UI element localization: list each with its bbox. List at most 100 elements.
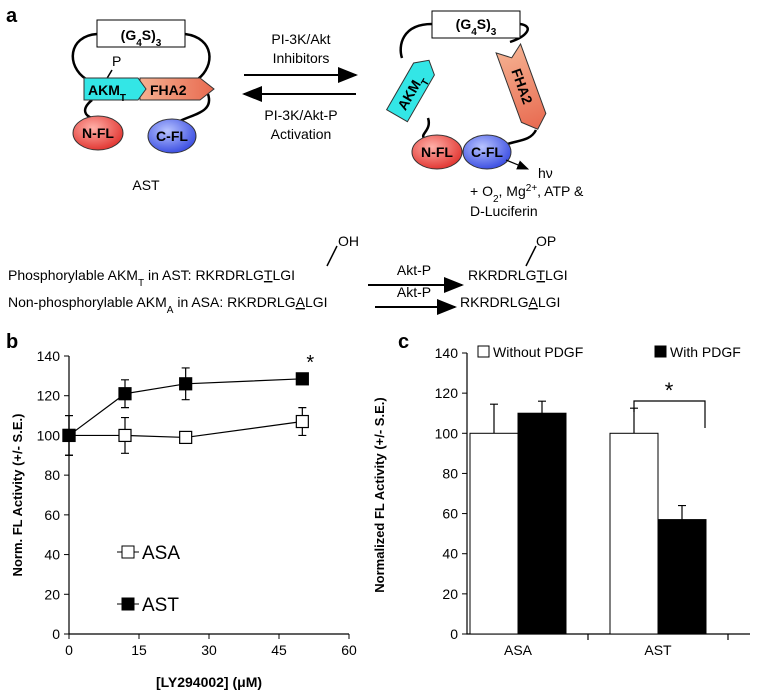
c-fl-label: C-FL — [156, 128, 188, 144]
x-tick-label: ASA — [504, 642, 533, 658]
x-tick-label: 30 — [201, 642, 217, 658]
y-tick-label: 120 — [435, 385, 459, 401]
y-tick-label: 140 — [37, 348, 61, 364]
x-tick-label: AST — [644, 642, 672, 658]
bar — [517, 412, 567, 635]
y-tick-label: 60 — [442, 506, 458, 522]
legend-label: AST — [142, 595, 179, 616]
arrow-label: PI-3K/Akt-P — [264, 107, 337, 123]
akm-domain — [385, 59, 435, 123]
substrates: + O2, Mg2+, ATP & — [470, 183, 584, 205]
linker — [179, 93, 211, 123]
y-tick-label: 40 — [442, 546, 458, 562]
x-tick-label: 60 — [341, 642, 357, 658]
enzyme-label: Akt-P — [397, 262, 431, 278]
marker — [179, 377, 193, 391]
linker — [71, 32, 98, 81]
marker — [118, 387, 132, 401]
panel-label: a — [6, 5, 18, 27]
construct-name: AST — [132, 177, 160, 193]
n-fl-label: N-FL — [421, 144, 453, 160]
akm-domain — [83, 77, 147, 101]
arrow-label: Activation — [271, 126, 332, 142]
panel-label: c — [398, 331, 409, 353]
linker-label: (G4S)3 — [121, 27, 162, 49]
linker — [184, 32, 211, 80]
light-label: hν — [538, 165, 553, 181]
c-fl — [462, 134, 512, 170]
emission-arrow — [505, 159, 530, 170]
n-fl-label: N-FL — [82, 125, 114, 141]
x-tick-label: 45 — [271, 642, 287, 658]
y-tick-label: 40 — [44, 547, 60, 563]
legend-label: ASA — [142, 543, 180, 564]
akm-label: AKMT — [88, 82, 126, 104]
c-fl-label: C-FL — [471, 144, 503, 160]
error-bar — [538, 400, 546, 414]
y-tick-label: 100 — [435, 425, 459, 441]
series-line — [68, 378, 303, 436]
bond — [525, 245, 537, 267]
substrates: D-Luciferin — [470, 203, 538, 219]
marker — [179, 430, 193, 445]
marker — [118, 428, 132, 443]
linker-box — [96, 19, 186, 48]
open-construct: AKMT FHA2 N-FL C-FL (G4S)3 hν + O2, Mg2+… — [385, 10, 584, 219]
linker — [399, 22, 433, 59]
product: RKRDRLGALGI — [460, 294, 560, 310]
x-axis-title: [LY294002] (μM) — [156, 674, 262, 690]
y-axis-title: Normalized FL Activity (+/- S.E.) — [372, 397, 387, 592]
linker-label: (G4S)3 — [456, 16, 497, 38]
y-tick-label: 60 — [44, 507, 60, 523]
arrow-label: PI-3K/Akt — [271, 31, 330, 47]
enzyme-label: Akt-P — [397, 284, 431, 300]
series-line — [69, 420, 303, 439]
linker — [83, 99, 93, 120]
marker — [62, 428, 76, 443]
significance-bracket — [633, 400, 706, 428]
product: RKRDRLGTLGI — [468, 267, 568, 283]
reaction-text: Phosphorylable AKMT in AST: RKRDRLGTLGI — [8, 267, 295, 289]
legend-marker — [121, 597, 135, 611]
n-fl — [72, 115, 124, 151]
y-axis-title: Norm. FL Activity (+/- S.E.) — [10, 414, 25, 577]
group-label: OH — [338, 233, 359, 249]
y-tick-label: 0 — [52, 626, 60, 642]
y-tick-label: 20 — [442, 586, 458, 602]
bond — [326, 245, 338, 267]
y-tick-label: 20 — [44, 586, 60, 602]
error-bar — [490, 403, 498, 434]
axis-line — [68, 356, 349, 635]
y-tick-label: 80 — [44, 467, 60, 483]
group-label: OP — [536, 233, 556, 249]
bar — [657, 519, 707, 635]
x-tick-label: 0 — [65, 642, 73, 658]
marker — [295, 414, 309, 429]
linker-box — [431, 10, 521, 39]
fha2-label: FHA2 — [150, 82, 187, 98]
x-tick-label: 15 — [131, 642, 147, 658]
legend-label: With PDGF — [670, 344, 741, 360]
n-fl — [411, 134, 463, 170]
y-tick-label: 120 — [37, 388, 61, 404]
significance-mark: * — [665, 378, 674, 403]
legend-swatch — [477, 345, 490, 358]
y-tick-label: 140 — [435, 345, 459, 361]
y-tick-label: 100 — [37, 427, 61, 443]
legend-swatch — [654, 345, 667, 358]
error-bar — [630, 407, 638, 434]
fha2-domain — [495, 42, 547, 130]
bar — [609, 432, 659, 635]
linker — [504, 129, 538, 147]
reaction-text: Non-phosphorylable AKMA in ASA: RKRDRLGA… — [8, 294, 328, 316]
bar — [469, 432, 519, 635]
y-tick-label: 0 — [450, 626, 458, 642]
panel-label: b — [6, 331, 18, 353]
significance-mark: * — [306, 352, 314, 374]
y-tick-label: 80 — [442, 465, 458, 481]
marker — [295, 372, 309, 386]
error-bar — [678, 504, 686, 520]
phospho-label: P — [112, 53, 121, 69]
legend-marker — [121, 545, 135, 559]
arrow-label: Inhibitors — [273, 50, 330, 66]
